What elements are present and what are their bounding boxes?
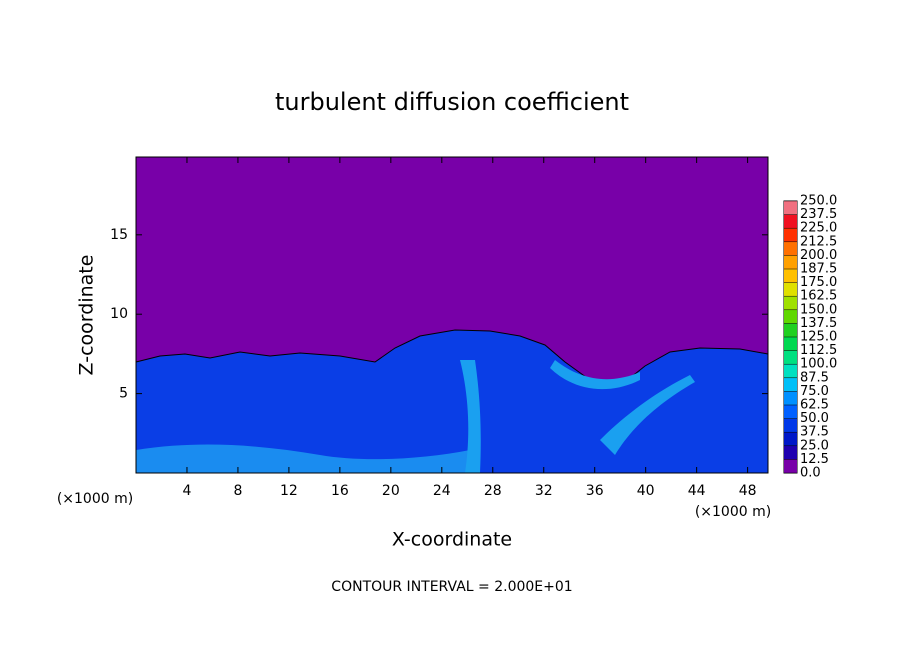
field-streak <box>600 375 695 455</box>
colorbar-label: 112.5 <box>800 343 837 358</box>
colorbar-segment <box>784 323 797 337</box>
colorbar-label: 87.5 <box>800 370 829 385</box>
colorbar-label: 175.0 <box>800 275 837 290</box>
colorbar-label: 162.5 <box>800 289 837 304</box>
x-tick-label: 20 <box>382 483 400 499</box>
colorbar-segment <box>784 445 797 460</box>
y-axis-label: Z-coordinate <box>76 255 98 376</box>
colorbar-label: 37.5 <box>800 425 829 440</box>
colorbar-label: 150.0 <box>800 302 837 317</box>
colorbar-label: 100.0 <box>800 357 837 372</box>
field-streak <box>550 360 640 390</box>
colorbar-label: 75.0 <box>800 384 829 399</box>
x-axis-label: X-coordinate <box>392 529 512 551</box>
colorbar-segment <box>784 418 797 433</box>
colorbar-label: 250.0 <box>800 194 837 209</box>
colorbar-label: 50.0 <box>800 411 829 426</box>
field-streak <box>136 444 470 473</box>
x-tick-label: 40 <box>637 483 655 499</box>
y-tick-label: 10 <box>110 306 128 322</box>
x-tick-label: 4 <box>183 483 192 499</box>
field-streak <box>460 360 481 473</box>
x-tick-label: 16 <box>331 483 349 499</box>
colorbar-segment <box>784 391 797 405</box>
colorbar-segment <box>784 228 797 242</box>
y-tick-label: 15 <box>110 227 128 243</box>
colorbar-segment <box>784 405 797 419</box>
note: CONTOUR INTERVAL = 2.000E+01 <box>331 579 572 595</box>
colorbar-label: 187.5 <box>800 262 837 277</box>
x-tick-label: 36 <box>586 483 604 499</box>
colorbar-label: 200.0 <box>800 248 837 263</box>
colorbar-segment <box>784 296 797 310</box>
colorbar-label: 62.5 <box>800 398 829 413</box>
x-tick-label: 32 <box>535 483 553 499</box>
colorbar-segment <box>784 201 797 215</box>
colorbar-label: 25.0 <box>800 438 829 453</box>
plot-frame <box>135 156 769 474</box>
y-tick-label: 5 <box>119 386 128 402</box>
x-tick-label: 8 <box>233 483 242 499</box>
x-tick-label: 12 <box>280 483 298 499</box>
colorbar-segment <box>784 241 797 256</box>
x-tick-label: 24 <box>433 483 451 499</box>
colorbar-segment <box>784 255 797 269</box>
colorbar-segment <box>784 269 797 283</box>
colorbar-segment <box>784 350 797 365</box>
x-tick-label: 48 <box>739 483 757 499</box>
colorbar-segment <box>784 337 797 351</box>
colorbar-label: 212.5 <box>800 234 837 249</box>
x-unit: (×1000 m) <box>695 504 771 520</box>
x-unit: (×1000 m) <box>57 491 133 507</box>
colorbar-segment <box>784 364 797 378</box>
colorbar-segment <box>784 377 797 392</box>
x-tick-label: 44 <box>688 483 706 499</box>
colorbar-label: 237.5 <box>800 207 837 222</box>
colorbar-label: 225.0 <box>800 221 837 236</box>
colorbar-label: 0.0 <box>800 466 821 481</box>
colorbar-segment <box>784 282 797 297</box>
x-tick-label: 28 <box>484 483 502 499</box>
colorbar-segment <box>784 459 797 473</box>
colorbar-segment <box>784 432 797 446</box>
colorbar-segment <box>784 309 797 324</box>
chart-title: turbulent diffusion coefficient <box>275 88 629 116</box>
colorbar-segment <box>784 214 797 229</box>
colorbar-label: 12.5 <box>800 452 829 467</box>
colorbar-label: 125.0 <box>800 330 837 345</box>
colorbar-label: 137.5 <box>800 316 837 331</box>
